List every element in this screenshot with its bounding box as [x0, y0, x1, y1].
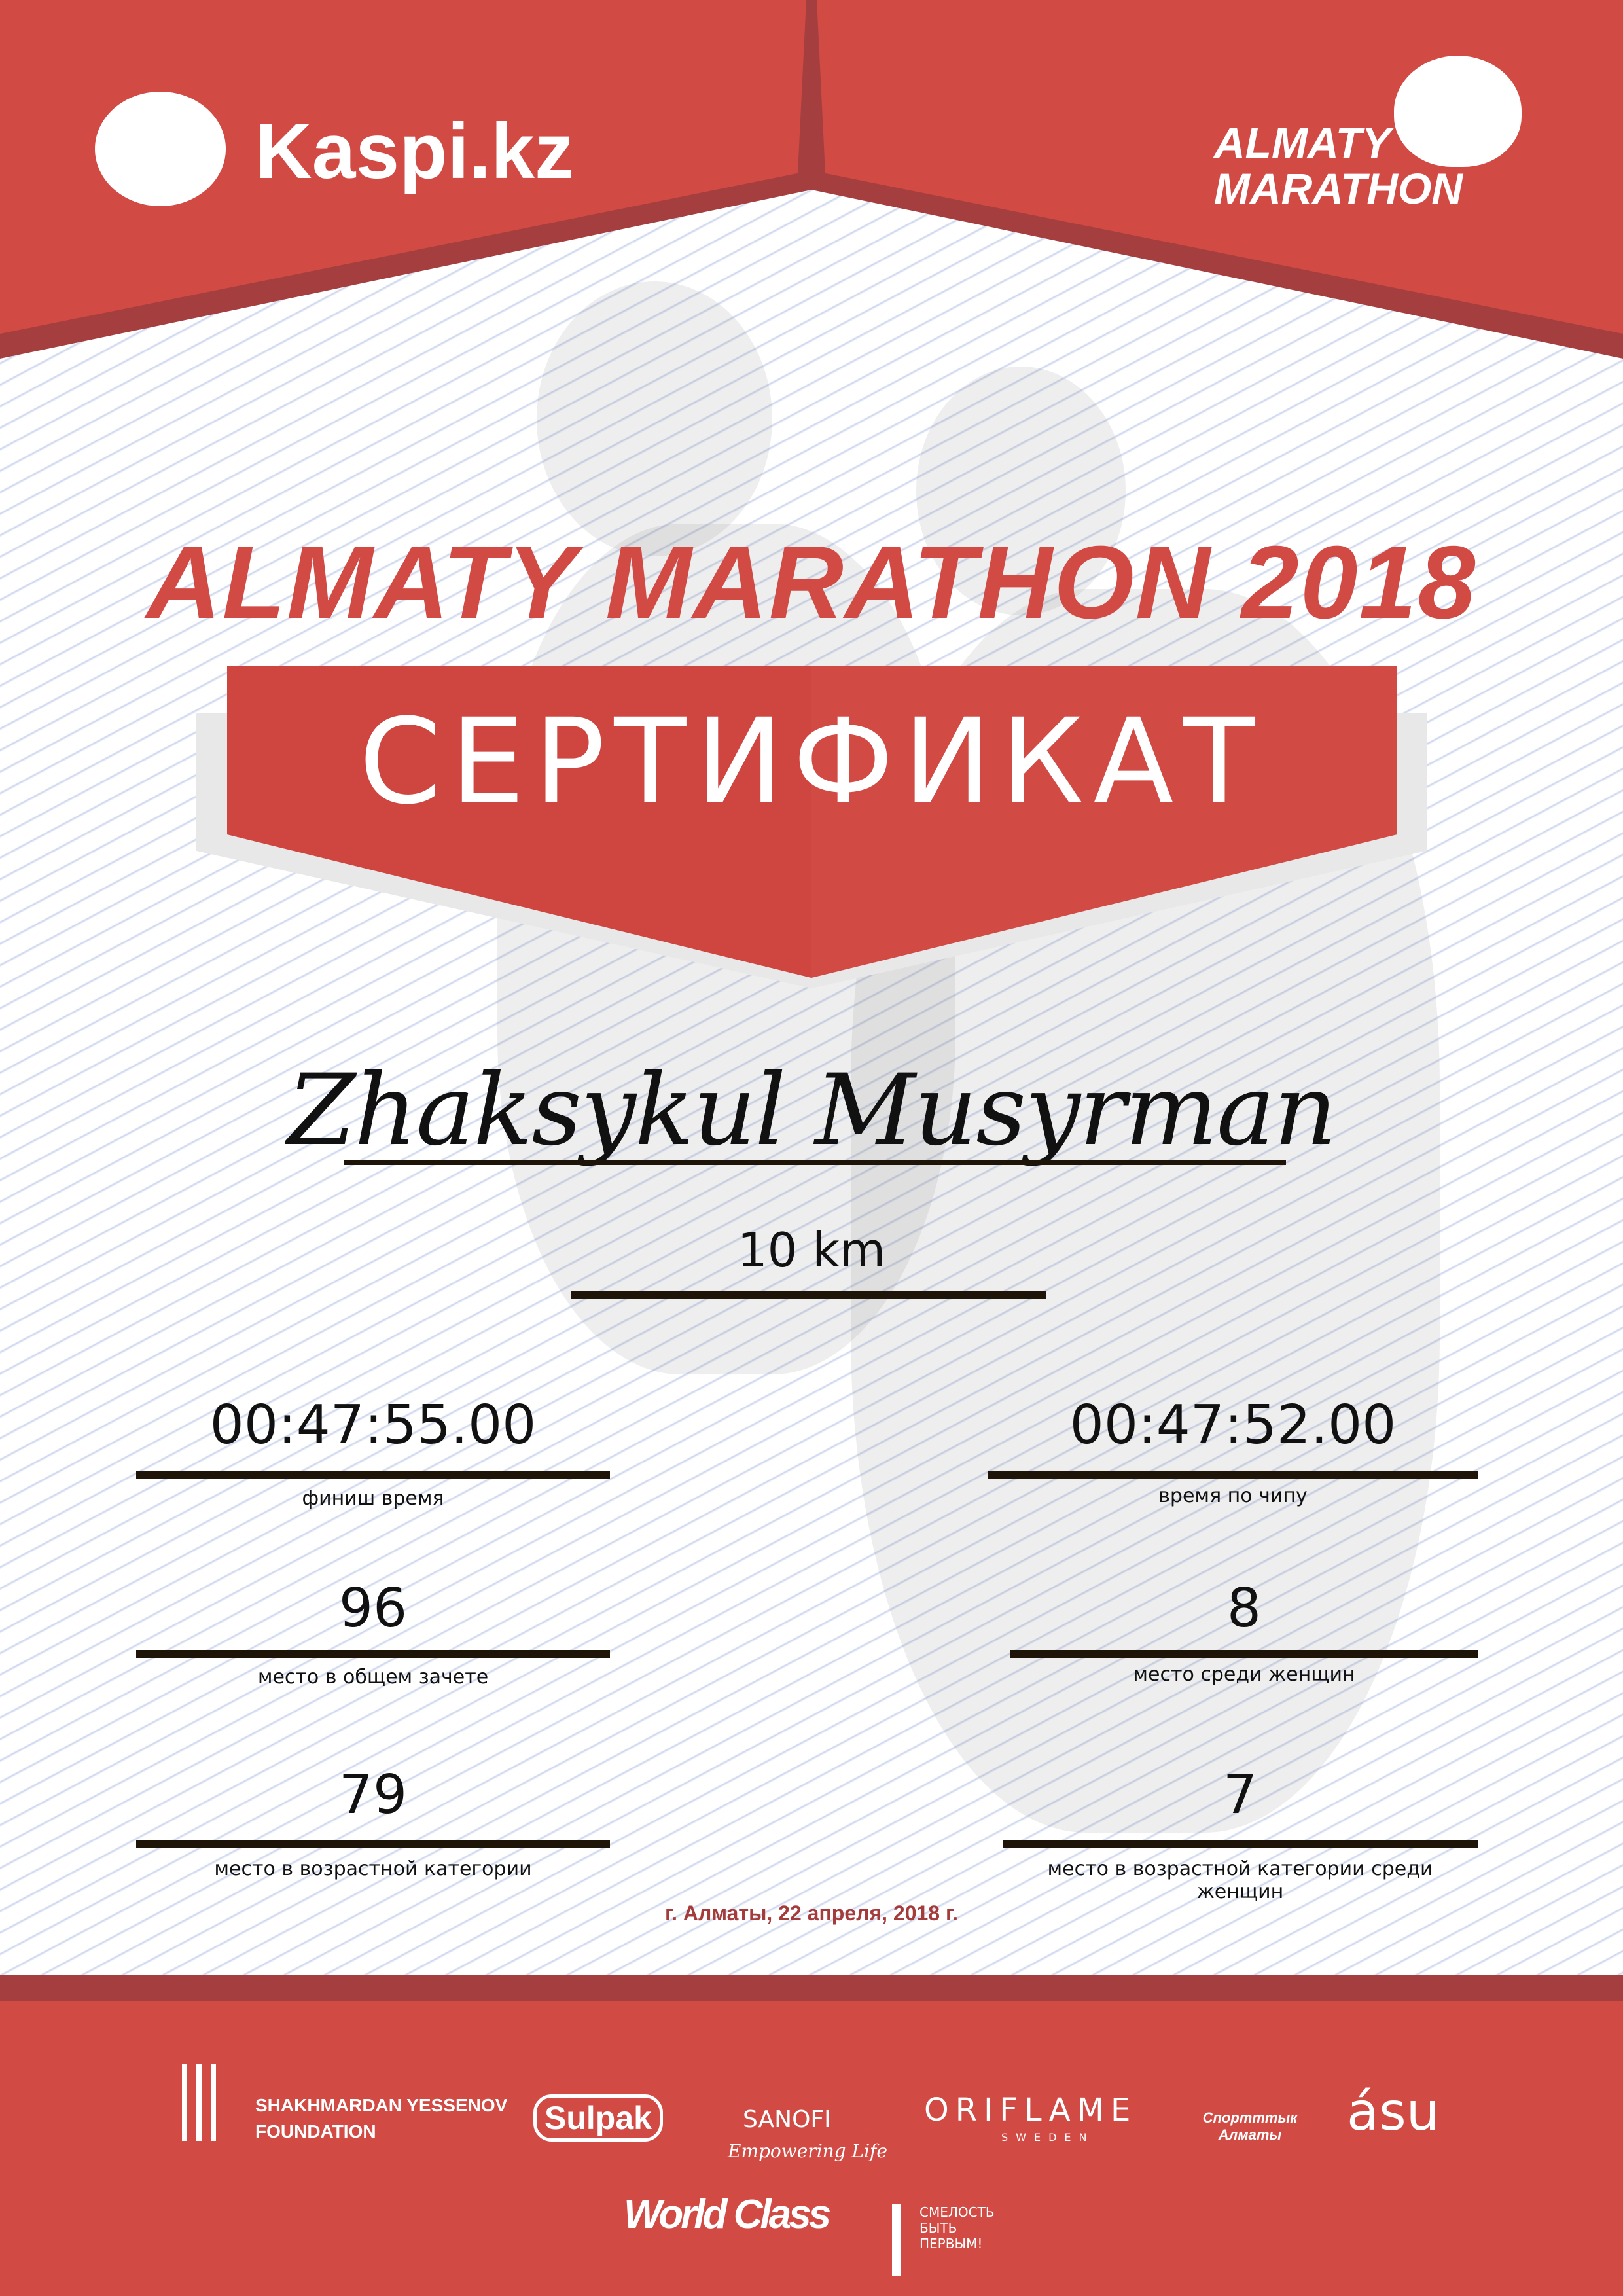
women-place-label: место среди женщин — [1133, 1663, 1355, 1686]
kaspi-wordmark: Kaspi.kz — [255, 107, 574, 195]
fund-text-2: БЫТЬ — [919, 2220, 957, 2236]
age-category-place-value: 79 — [338, 1764, 408, 1826]
runner-photo-male — [537, 281, 772, 556]
name-underline — [344, 1160, 1286, 1165]
chip-time-label: время по чипу — [1158, 1484, 1308, 1507]
women-age-category-place-value: 7 — [1222, 1764, 1258, 1826]
event-title: ALMATY MARATHON 2018 — [146, 525, 1477, 640]
kaspi-figure-icon — [95, 92, 226, 206]
sanofi-tagline: Empowering Life — [728, 2140, 887, 2162]
runner-drop-icon — [1394, 56, 1522, 167]
participant-name: Zhaksykul Musyrman — [287, 1054, 1337, 1168]
logo-text-marathon: MARATHON — [1214, 164, 1463, 213]
distance: 10 km — [737, 1223, 886, 1278]
age-category-place-label: место в возрастной категории — [214, 1857, 532, 1880]
asu-logo: ásu — [1347, 2081, 1440, 2142]
divider — [136, 1471, 610, 1479]
logo-text-almaty: ALMATY — [1214, 118, 1391, 167]
worldclass-logo: World Class — [624, 2192, 831, 2237]
yessenov-text-1: SHAKHMARDAN YESSENOV — [255, 2095, 508, 2115]
sanofi-logo: SANOFI — [743, 2106, 831, 2133]
distance-underline — [571, 1291, 1046, 1299]
divider — [136, 1650, 610, 1658]
fund-figure-icon — [892, 2204, 901, 2276]
divider — [136, 1840, 610, 1848]
date-place: г. Алматы, 22 апреля, 2018 г. — [665, 1901, 958, 1925]
chip-time-value: 00:47:52.00 — [1069, 1394, 1397, 1456]
overall-place-label: место в общем зачете — [257, 1666, 489, 1689]
oriflame-logo: ORIFLAME — [924, 2092, 1137, 2128]
yessenov-bars-icon — [182, 2064, 220, 2141]
finish-time-value: 00:47:55.00 — [209, 1394, 537, 1456]
women-place-value: 8 — [1226, 1577, 1262, 1640]
oriflame-sub: SWEDEN — [1001, 2131, 1095, 2144]
yessenov-text-2: FOUNDATION — [255, 2121, 376, 2142]
certificate-heading: СЕРТИФИКАТ — [359, 694, 1264, 831]
overall-place-value: 96 — [338, 1577, 408, 1640]
partners-footer: SHAKHMARDAN YESSENOV FOUNDATION Sulpak S… — [0, 1975, 1623, 2296]
divider — [988, 1471, 1478, 1479]
women-age-category-place-label: место в возрастной категории среди женщи… — [1047, 1857, 1433, 1903]
fund-text-3: ПЕРВЫМ! — [919, 2236, 983, 2251]
sulpak-logo: Sulpak — [533, 2094, 663, 2142]
finish-time-label: финиш время — [302, 1487, 444, 1510]
divider — [1003, 1840, 1478, 1848]
sport-almaty-logo: Спортттык Алматы — [1202, 2109, 1298, 2143]
divider — [1010, 1650, 1478, 1658]
fund-text-1: СМЕЛОСТЬ — [919, 2204, 995, 2220]
runner-photo-female — [916, 367, 1126, 615]
